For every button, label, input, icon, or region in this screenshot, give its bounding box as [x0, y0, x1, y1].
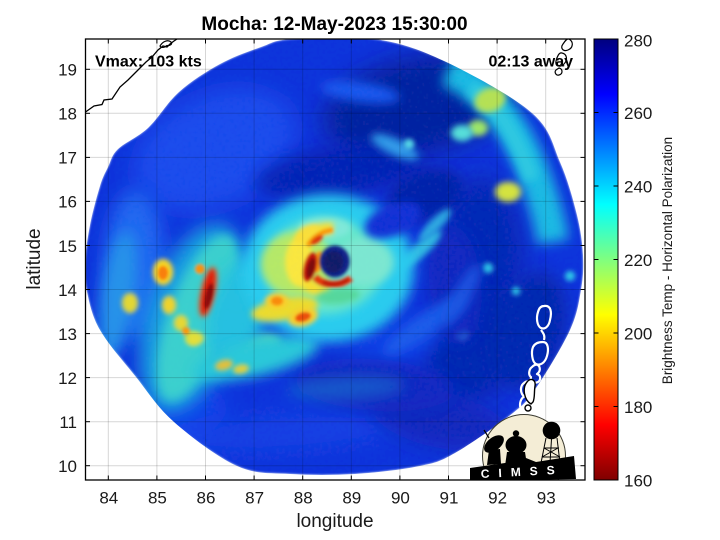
- svg-text:92: 92: [488, 489, 507, 508]
- svg-text:Mocha: 12-May-2023 15:30:00: Mocha: 12-May-2023 15:30:00: [201, 14, 467, 35]
- svg-text:CIMSS: CIMSS: [480, 463, 564, 481]
- svg-text:240: 240: [624, 177, 652, 196]
- svg-text:160: 160: [624, 471, 652, 490]
- svg-text:Brightness Temp - Horizontal P: Brightness Temp - Horizontal Polarizatio…: [660, 137, 675, 384]
- svg-text:16: 16: [58, 193, 77, 212]
- svg-text:280: 280: [624, 32, 652, 51]
- svg-text:84: 84: [99, 489, 118, 508]
- svg-text:89: 89: [342, 489, 361, 508]
- svg-text:88: 88: [294, 489, 313, 508]
- svg-text:19: 19: [58, 61, 77, 80]
- svg-text:93: 93: [537, 489, 556, 508]
- svg-text:longitude: longitude: [296, 511, 373, 532]
- svg-text:85: 85: [148, 489, 167, 508]
- svg-text:12: 12: [58, 369, 77, 388]
- svg-text:14: 14: [58, 281, 77, 300]
- svg-text:180: 180: [624, 398, 652, 417]
- svg-text:13: 13: [58, 325, 77, 344]
- svg-text:90: 90: [391, 489, 410, 508]
- svg-text:260: 260: [624, 104, 652, 123]
- svg-text:18: 18: [58, 105, 77, 124]
- svg-text:87: 87: [245, 489, 264, 508]
- svg-text:86: 86: [197, 489, 216, 508]
- svg-text:latitude: latitude: [24, 228, 45, 289]
- svg-text:200: 200: [624, 324, 652, 343]
- svg-text:91: 91: [440, 489, 459, 508]
- svg-text:10: 10: [58, 457, 77, 476]
- svg-text:17: 17: [58, 149, 77, 168]
- svg-text:Vmax: 103 kts: Vmax: 103 kts: [95, 54, 202, 71]
- svg-text:15: 15: [58, 237, 77, 256]
- svg-text:11: 11: [59, 413, 77, 432]
- svg-text:02:13 away: 02:13 away: [488, 54, 573, 71]
- svg-text:220: 220: [624, 251, 652, 270]
